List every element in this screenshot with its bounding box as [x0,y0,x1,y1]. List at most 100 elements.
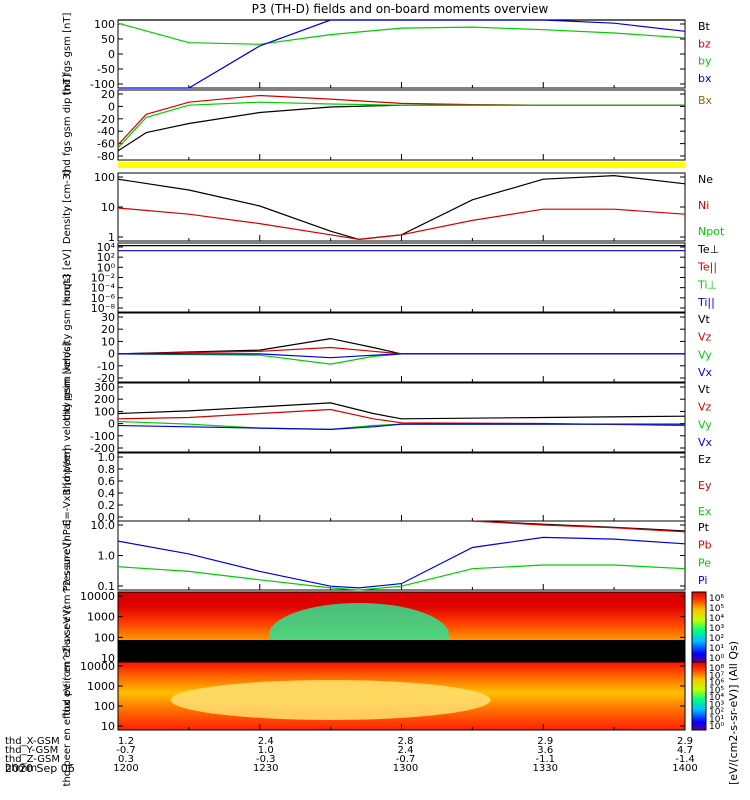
y-tick-label: 20 [101,88,115,101]
colorbar-tick-label: 10⁴ [709,614,724,624]
orbit-row-label: thd_Y-GSM [5,745,58,756]
y-axis-label: thd peim velocity gsm [km/s] [62,274,73,421]
y-tick-label: 0 [108,418,115,431]
colorbar-tick-label: 10⁵ [709,686,724,696]
panel-10: 10000 1000 100 10 thd peer en eflux eV (cm^2… [62,605,686,786]
legend-entry: bx [698,72,712,85]
colorbar-label: [eV/(cm2-s-sr-eV)] (All Qs) [727,641,740,785]
y-tick-label: 0 [108,48,115,61]
y-tick-label: 10⁻⁸ [91,302,116,315]
y-axis-label: Density [cm-3] [62,170,73,244]
orbit-value: 2.4 [258,736,274,747]
y-tick-label: 300 [94,381,115,394]
legend-entry: Vt [698,313,711,326]
colorbar-tick-label: 10⁸ [709,664,724,674]
series-line [117,94,685,146]
y-tick-label: -20 [97,113,115,126]
legend-entry: Vy [698,348,712,361]
panel-7: 1.00.80.60.40.20.0 E=-VxB [mV/m] Ez Ey Ex [62,448,712,526]
colorbar-tick-label: 10⁰ [709,654,724,664]
orbit-value: 1300 [393,763,418,774]
orbit-value: 1330 [533,763,558,774]
series-line [117,104,685,152]
orbit-value: -0.7 [396,754,416,765]
orbit-value: 1200 [113,763,138,774]
y-axis-label: thd peer en eflux eV (cm^2-s-sr-eV) [62,605,73,786]
legend-entry: Npot [698,225,725,238]
quality-flag-bar [118,162,685,168]
legend-entry: by [698,55,712,68]
orbit-value: -0.3 [256,754,276,765]
panel-frame [117,172,686,242]
panel-9: 10000 1000 100 10 thd peir en eflux eV (cm^2… [62,538,686,716]
legend-entry: Ti⊥ [697,278,717,291]
orbit-table: thd_X-GSMthd_Y-GSMthd_Z-GSMhhmm1.2-0.70.… [5,736,698,774]
legend-entry: bz [698,37,711,50]
y-tick-label: 20 [101,323,115,336]
orbit-value: -1.4 [675,754,695,765]
y-tick-label: 0.6 [98,475,116,488]
y-axis-label: moqt3 [eV] [62,249,73,306]
legend-entry: Te|| [697,261,717,274]
series-line [117,564,686,591]
colorbars: 10⁶10⁵10⁴10³10²10¹10⁰10⁸10⁷10⁶10⁵10⁴10³1… [691,591,724,732]
series-line [117,423,685,431]
series-line [472,520,686,533]
legend-entry: Bt [698,20,711,33]
orbit-value: 3.6 [537,745,553,756]
legend-entry: Vz [698,331,712,344]
legend-entry: Vz [698,401,712,414]
y-tick-label: 10⁻² [91,272,115,285]
series-line [117,101,685,149]
y-tick-label: 0.8 [98,463,116,476]
colorbar-tick-label: 10³ [709,624,724,634]
panel-frame [117,242,686,313]
orbit-value: 2.9 [537,736,553,747]
colorbar-tick-label: 10⁰ [709,722,724,732]
spectrogram-feature [170,680,491,720]
y-tick-label: 10² [97,251,115,264]
y-tick-label: 0.2 [98,499,116,512]
colorbar-tick-label: 10¹ [709,715,724,725]
legend-entry: Ni [698,199,709,212]
panel-frame [117,520,686,591]
y-axis-label: thd peem velocity gsm [km/s] [62,342,73,492]
colorbar-tick-label: 10⁶ [709,594,724,604]
orbit-value: 1230 [253,763,278,774]
orbit-value: 2.9 [677,736,693,747]
legend-entry: Ti|| [697,296,715,309]
y-tick-label: 0.4 [98,487,116,500]
colorbar-tick-label: 10¹ [709,644,724,654]
y-tick-label: 100 [94,171,115,184]
colorbar-tick-label: 10⁵ [709,604,724,614]
y-tick-label: 0.0 [98,511,116,524]
orbit-value: 2.8 [398,736,414,747]
series-line [118,19,686,89]
legend-entry: Bx [698,94,713,107]
y-tick-label: 10000 [80,590,115,603]
panel-frame [117,452,686,522]
y-tick-label: 10 [101,720,115,733]
y-tick-label: 0 [108,348,115,361]
legend-entry: Vx [698,436,713,449]
y-tick-label: 10000 [80,660,115,673]
y-axis-label: thd fgs gsm [nT] [62,13,73,96]
panel-frame [117,312,686,383]
y-tick-label: 0.1 [98,580,116,593]
orbit-value: 1.2 [118,736,134,747]
y-tick-label: 10⁻⁶ [91,292,116,305]
series-line [117,408,686,427]
colorbar-tick-label: 10⁷ [709,671,724,681]
y-tick-label: 200 [94,393,115,406]
y-tick-label: -20 [97,372,115,385]
colorbar-tick-label: 10⁴ [709,693,724,703]
legend-entry: Ne [698,173,713,186]
y-tick-label: 10⁰ [97,261,116,274]
series-line [117,536,686,589]
series-line [117,207,686,241]
y-tick-label: 10⁻⁴ [91,282,116,295]
y-tick-label: 10.0 [91,519,116,532]
